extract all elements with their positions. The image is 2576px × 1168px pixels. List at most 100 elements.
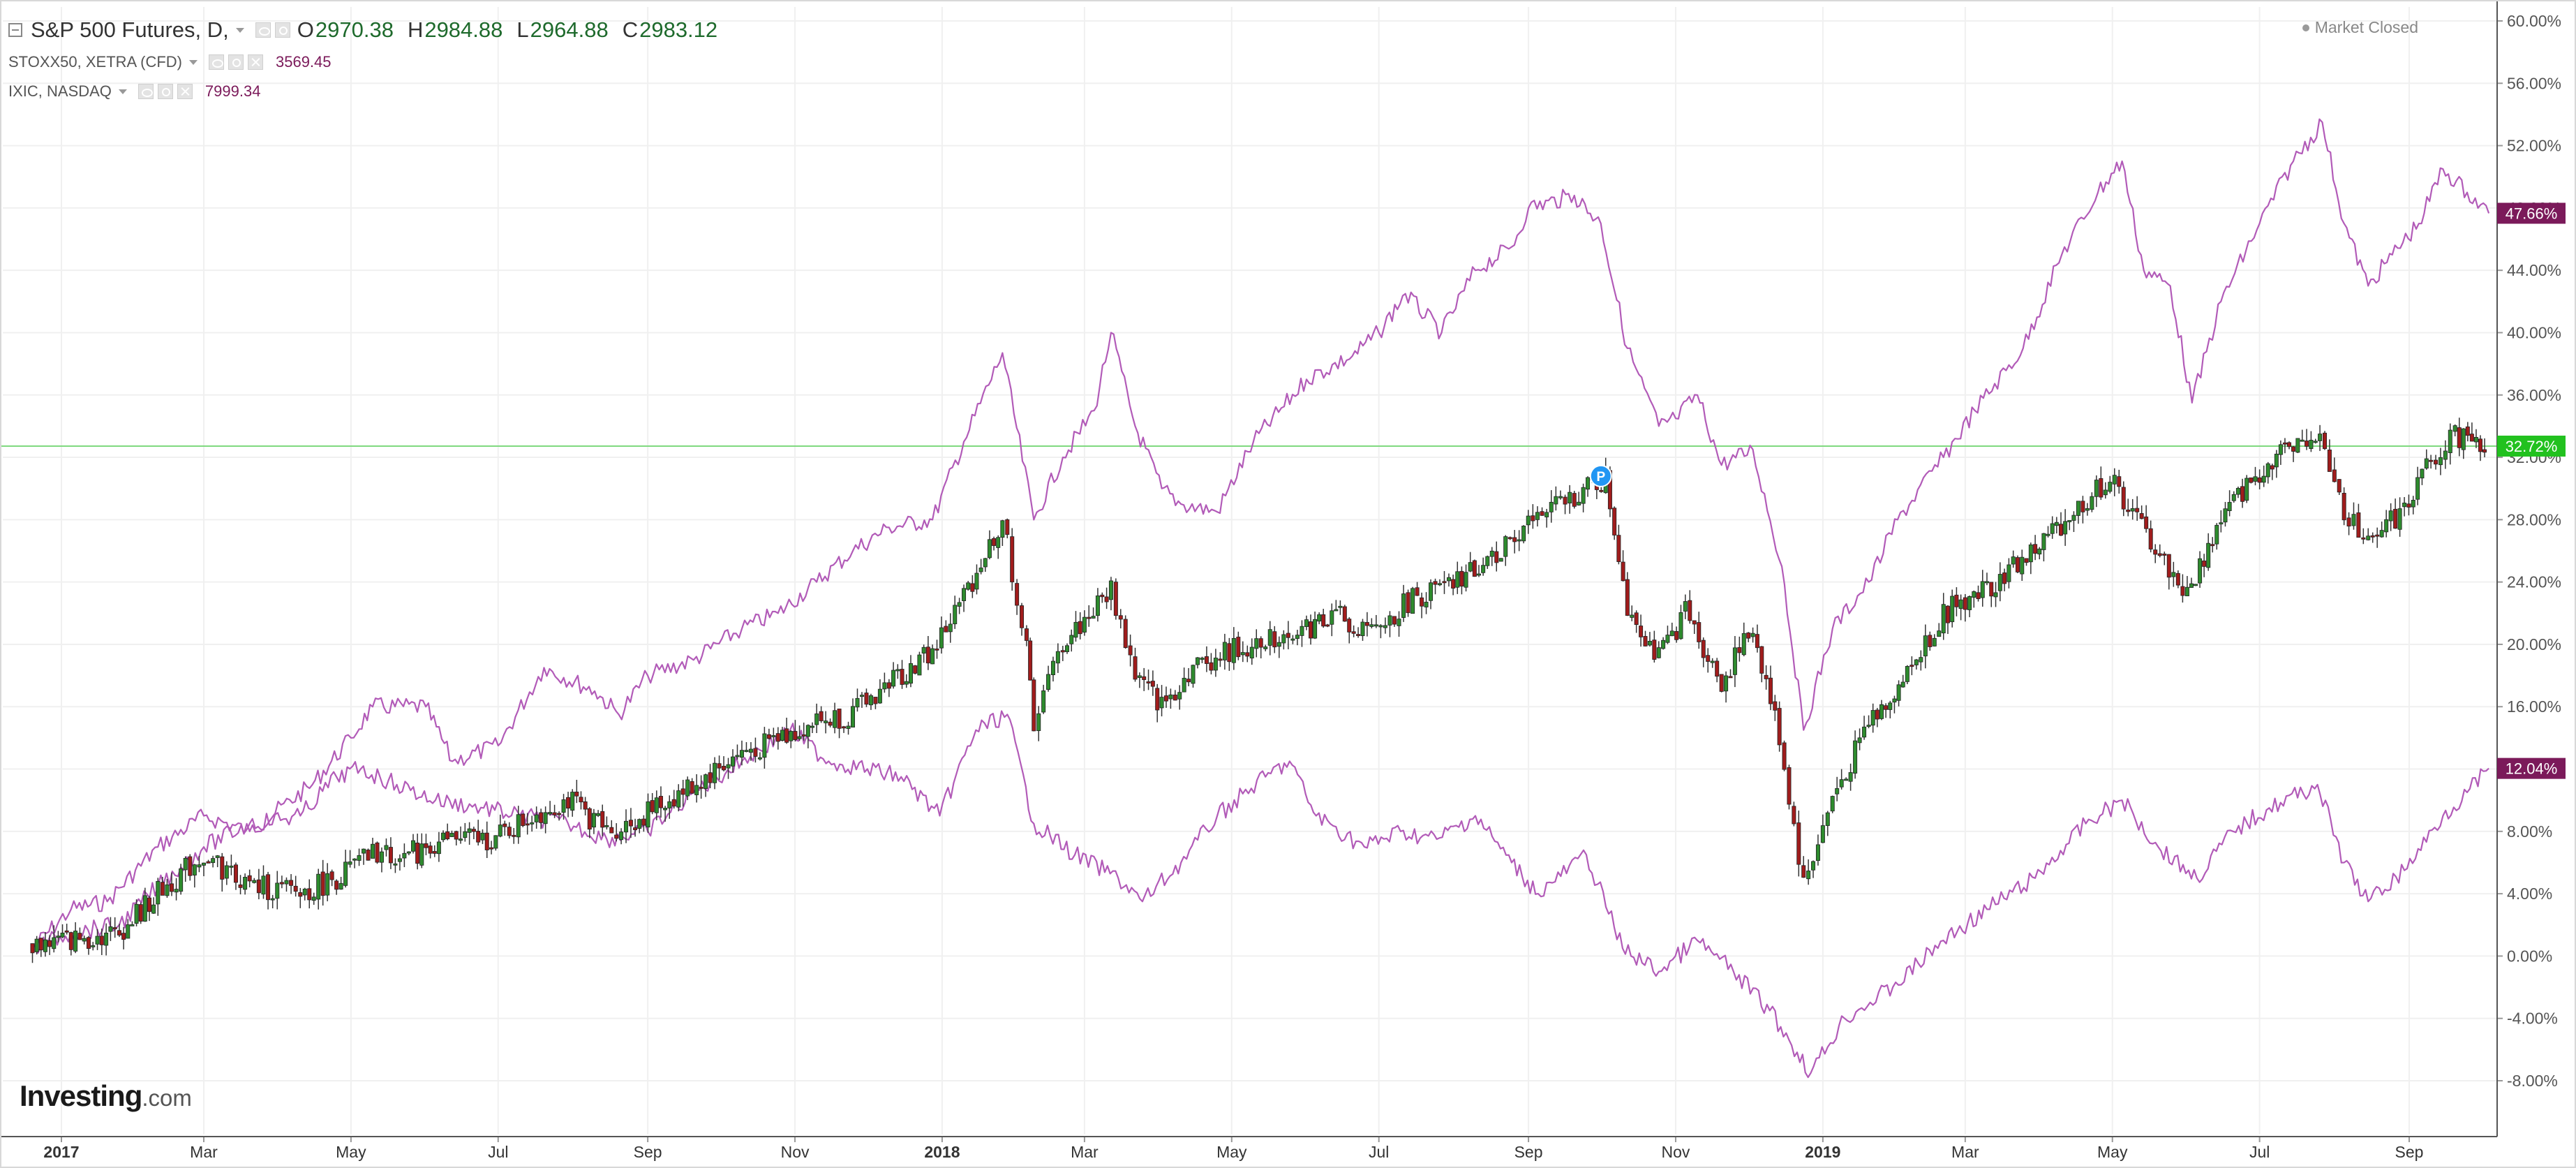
candle-body xyxy=(543,812,548,825)
candle-body xyxy=(757,757,762,760)
candle-body xyxy=(428,845,433,854)
candle-body xyxy=(842,726,847,729)
candle-body xyxy=(1177,692,1182,700)
candle-body xyxy=(393,863,398,866)
candle-body xyxy=(104,932,109,946)
candle-body xyxy=(663,808,668,811)
candle-body xyxy=(762,733,767,758)
chevron-down-icon[interactable] xyxy=(188,59,198,65)
close-icon[interactable] xyxy=(177,84,193,99)
collapse-legend-icon[interactable] xyxy=(8,23,22,37)
candle-body xyxy=(2198,558,2203,584)
chevron-down-icon[interactable] xyxy=(235,27,244,33)
candle-body xyxy=(2121,487,2126,510)
candle-body xyxy=(1146,681,1151,683)
candle-body xyxy=(476,831,481,843)
candle-body xyxy=(117,930,121,936)
candle-body xyxy=(2135,508,2140,512)
candle-body xyxy=(484,832,489,850)
candle-body xyxy=(1321,614,1326,627)
price-badge-label: 47.66% xyxy=(2506,205,2558,222)
candle-body xyxy=(56,936,61,938)
gear-icon[interactable] xyxy=(274,22,290,38)
gear-icon[interactable] xyxy=(157,84,173,99)
ohlc-close-label: C xyxy=(622,17,639,42)
candle-body xyxy=(1967,596,1972,610)
candle-body xyxy=(1792,806,1796,825)
candle-body xyxy=(165,884,170,896)
candle-body xyxy=(1065,645,1070,652)
candle-body xyxy=(1451,579,1456,589)
candle-body xyxy=(801,734,806,737)
candle-body xyxy=(2085,508,2090,511)
candle-body xyxy=(530,822,535,825)
candle-body xyxy=(147,897,152,912)
candle-body xyxy=(1036,713,1041,732)
candle-body xyxy=(224,865,229,879)
candle-body xyxy=(1941,604,1946,634)
candle-body xyxy=(2270,465,2275,470)
candle-body xyxy=(183,857,188,871)
candle-body xyxy=(1091,616,1096,619)
candle-body xyxy=(2175,572,2180,586)
candle-body xyxy=(1909,665,1914,667)
candle-body xyxy=(1364,622,1369,626)
candle-body xyxy=(2046,533,2050,536)
eye-icon[interactable] xyxy=(137,84,154,99)
candle-body xyxy=(316,873,321,900)
event-marker-icon[interactable] xyxy=(1589,464,1612,487)
close-icon[interactable] xyxy=(247,54,263,70)
candle-body xyxy=(2465,426,2470,436)
candle-body xyxy=(270,898,275,901)
candle-body xyxy=(1759,646,1764,674)
main-symbol-title[interactable]: S&P 500 Futures, D, xyxy=(31,17,229,42)
candle-body xyxy=(1005,519,1010,535)
y-tick-label: 52.00% xyxy=(2507,137,2561,155)
candle-body xyxy=(2244,478,2249,501)
candle-body xyxy=(2452,425,2457,432)
candle-body xyxy=(917,654,922,676)
candle-body xyxy=(2291,446,2296,452)
y-tick-label: 16.00% xyxy=(2507,697,2561,716)
line-series-ixic-nasdaq xyxy=(31,118,2490,949)
candle-body xyxy=(908,663,913,684)
candle-body xyxy=(1811,861,1816,871)
candle-body xyxy=(667,801,672,808)
candle-body xyxy=(1459,570,1464,587)
candle-body xyxy=(179,868,184,892)
grid-lines xyxy=(3,7,2497,1134)
candle-body xyxy=(441,832,446,841)
candle-body xyxy=(357,855,362,861)
candle-body xyxy=(1544,512,1549,517)
candle-body xyxy=(900,669,904,685)
candle-body xyxy=(1639,626,1644,637)
candle-body xyxy=(1128,645,1133,656)
candle-body xyxy=(1701,640,1706,658)
candle-body xyxy=(1325,624,1330,627)
candle-body xyxy=(424,843,429,848)
overlay-name-ixic[interactable]: IXIC, NASDAQ xyxy=(8,82,112,100)
candle-body xyxy=(2361,537,2366,540)
candle-body xyxy=(1862,726,1867,738)
eye-icon[interactable] xyxy=(255,22,271,38)
candle-body xyxy=(1796,822,1801,865)
eye-icon[interactable] xyxy=(208,54,224,70)
candle-body xyxy=(722,766,727,771)
ohlc-close: C2983.12 xyxy=(623,17,717,43)
chevron-down-icon[interactable] xyxy=(118,89,127,94)
logo-suffix: .com xyxy=(142,1085,192,1111)
candle-body xyxy=(1095,596,1100,616)
candle-body xyxy=(1227,643,1232,663)
candle-body xyxy=(1055,651,1060,664)
candle-body xyxy=(957,602,962,607)
gear-icon[interactable] xyxy=(228,54,244,70)
candle-body xyxy=(2313,441,2318,443)
candle-body xyxy=(1240,652,1245,656)
candle-body xyxy=(1652,640,1657,660)
candle-body xyxy=(891,670,896,687)
candle-body xyxy=(2015,557,2020,572)
candle-body xyxy=(1369,624,1374,627)
overlay-name-stoxx[interactable]: STOXX50, XETRA (CFD) xyxy=(8,53,182,71)
candle-body xyxy=(579,797,583,803)
